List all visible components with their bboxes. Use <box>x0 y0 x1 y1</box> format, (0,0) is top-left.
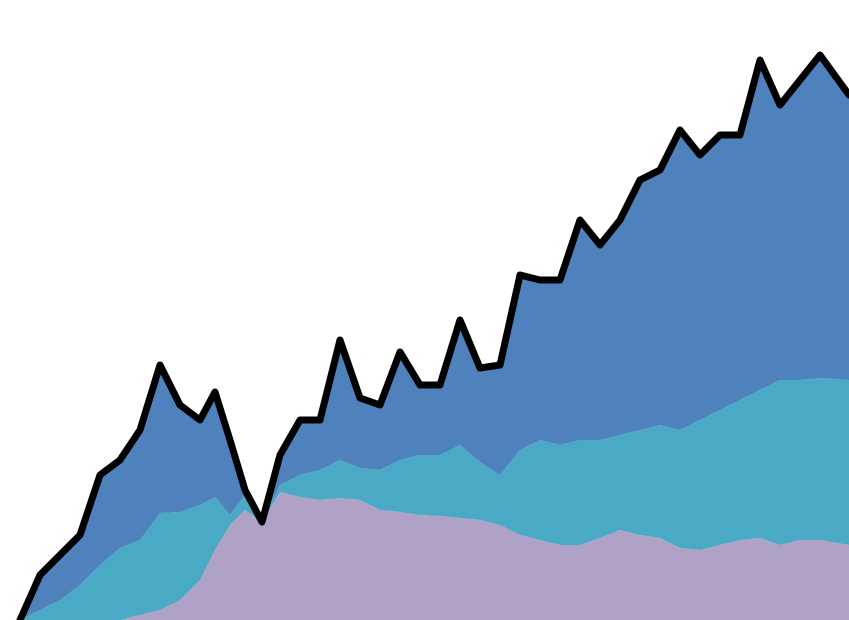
area-layer <box>20 492 849 620</box>
total-outline <box>16 51 849 620</box>
area-layer <box>20 378 849 620</box>
area-layer <box>20 55 849 620</box>
